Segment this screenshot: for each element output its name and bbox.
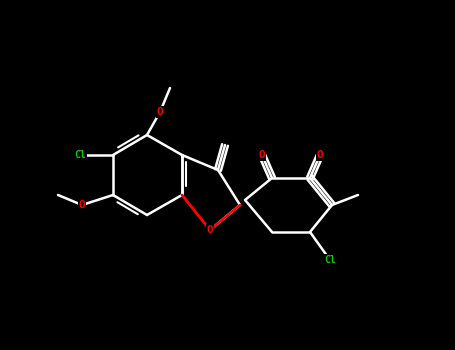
Text: O: O [79,200,86,210]
Text: Cl: Cl [74,150,86,160]
Text: O: O [258,150,265,160]
Text: O: O [207,225,213,235]
Text: O: O [317,150,324,160]
Text: Cl: Cl [324,255,336,265]
Text: O: O [157,107,163,117]
